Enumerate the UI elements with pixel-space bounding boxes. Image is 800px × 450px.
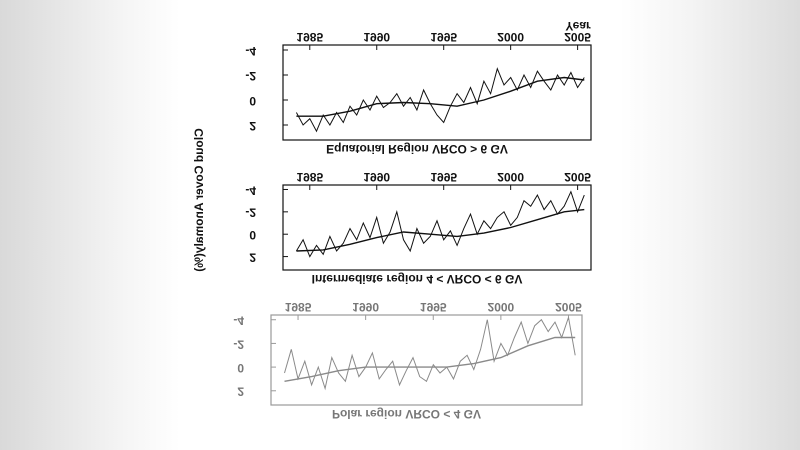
- panel: Intermediate region 4 < VRCO < 6 GV 1985 1…: [245, 170, 592, 286]
- x-tick-label: 1995: [430, 30, 457, 44]
- y-tick-label: -4: [233, 314, 244, 328]
- x-tick-label: 1990: [352, 300, 379, 314]
- panel-title: Intermediate region 4 < VRCO < 6 GV: [312, 272, 523, 286]
- y-tick-label: -4: [245, 44, 256, 58]
- y-tick-label: 2: [249, 250, 256, 264]
- y-tick-label: 0: [249, 228, 256, 242]
- panel-title: Polar region VRCO < 4 GV: [332, 407, 481, 421]
- smoothed-line: [296, 208, 585, 252]
- y-tick-label: -4: [245, 183, 256, 197]
- smoothed-line: [296, 76, 585, 117]
- plot-frame: [270, 314, 583, 406]
- smoothed-line: [284, 336, 576, 382]
- panel-title: Equatorial Region VRCO > 6 GV: [326, 142, 508, 156]
- plot-frame: [282, 184, 592, 271]
- panel: Equatorial Region VRCO > 6 GV 1985 1990 199…: [245, 30, 592, 156]
- x-axis-label: Year: [565, 19, 591, 33]
- y-tick-label: -2: [245, 206, 256, 220]
- y-tick-label: 2: [249, 119, 256, 133]
- x-tick-label: 2005: [564, 170, 591, 184]
- y-tick-label: 0: [249, 94, 256, 108]
- x-tick-label: 2000: [497, 30, 524, 44]
- x-tick-label: 1985: [285, 300, 312, 314]
- y-axis-label: Cloud Cover Anomaly(%): [192, 128, 206, 272]
- x-tick-label: 1995: [420, 300, 447, 314]
- plot-frame: [282, 44, 592, 141]
- y-tick-label: 0: [237, 361, 244, 375]
- y-tick-label: 2: [237, 385, 244, 399]
- data-line: [295, 190, 585, 258]
- x-tick-label: 1985: [296, 170, 323, 184]
- data-line: [284, 317, 576, 391]
- x-tick-label: 2000: [488, 300, 515, 314]
- x-tick-label: 1985: [296, 30, 323, 44]
- x-tick-label: 1990: [363, 30, 390, 44]
- x-tick-label: 2000: [497, 170, 524, 184]
- x-tick-label: 1995: [430, 170, 457, 184]
- y-tick-label: -2: [245, 69, 256, 83]
- x-tick-label: 2005: [555, 300, 582, 314]
- panel: Polar region VRCO < 4 GV 1985 1990 1995 2000…: [233, 300, 583, 421]
- x-tick-label: 1990: [363, 170, 390, 184]
- x-tick-label: 2005: [564, 30, 591, 44]
- data-line: [295, 67, 585, 133]
- y-tick-label: -2: [233, 337, 244, 351]
